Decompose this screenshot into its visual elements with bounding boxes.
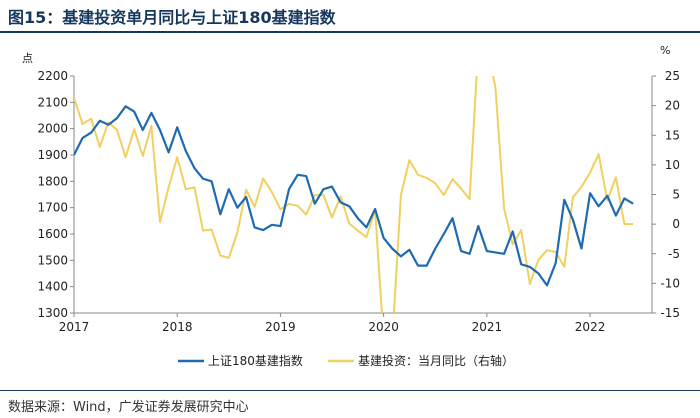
x-tick-label: 2018 xyxy=(162,320,193,334)
right-tick-label: 0 xyxy=(672,217,680,231)
left-tick-label: 1300 xyxy=(37,306,68,320)
left-axis-unit: 点 xyxy=(22,52,33,65)
left-tick-label: 1800 xyxy=(37,174,68,188)
left-tick-label: 2000 xyxy=(37,122,68,136)
right-tick-label: 20 xyxy=(665,99,680,113)
right-tick-label: -5 xyxy=(668,247,680,261)
source-rule xyxy=(0,390,700,391)
x-tick-label: 2019 xyxy=(265,320,296,334)
x-tick-label: 2020 xyxy=(368,320,399,334)
right-tick-label: 10 xyxy=(665,158,680,172)
right-tick-label: 5 xyxy=(672,188,680,202)
right-tick-label: 25 xyxy=(665,69,680,83)
left-tick-label: 1700 xyxy=(37,201,68,215)
left-tick-label: 2100 xyxy=(37,95,68,109)
x-tick-label: 2017 xyxy=(59,320,90,334)
source-note: 数据来源：Wind，广发证券发展研究中心 xyxy=(8,400,249,415)
legend-label: 上证180基建指数 xyxy=(208,353,303,368)
left-tick-label: 1400 xyxy=(37,280,68,294)
x-tick-label: 2021 xyxy=(472,320,503,334)
axes: 1300 1400 1500 1600 1700 1800 1900 2000 2100 2200… xyxy=(22,44,680,334)
x-tick-label: 2022 xyxy=(575,320,606,334)
right-tick-label: -15 xyxy=(660,306,680,320)
left-tick-label: 1600 xyxy=(37,227,68,241)
title-underline xyxy=(0,31,700,33)
right-tick-label: -10 xyxy=(660,276,680,290)
series-line-index xyxy=(74,105,634,287)
right-axis-unit: % xyxy=(660,44,670,57)
right-tick-label: 15 xyxy=(665,128,680,142)
legend: 上证180基建指数 基建投资：当月同比（右轴） xyxy=(178,353,514,368)
left-tick-label: 2200 xyxy=(37,69,68,83)
left-tick-label: 1500 xyxy=(37,253,68,267)
legend-label: 基建投资：当月同比（右轴） xyxy=(358,353,514,368)
chart-svg: 1300 1400 1500 1600 1700 1800 1900 2000 2100 2200… xyxy=(22,44,680,368)
left-tick-label: 1900 xyxy=(37,148,68,162)
series-line-yoy xyxy=(74,76,634,313)
title-bar: 图15：基建投资单月同比与上证180基建指数 xyxy=(0,0,700,30)
series-lines xyxy=(74,76,634,313)
chart-title: 图15：基建投资单月同比与上证180基建指数 xyxy=(8,8,336,27)
